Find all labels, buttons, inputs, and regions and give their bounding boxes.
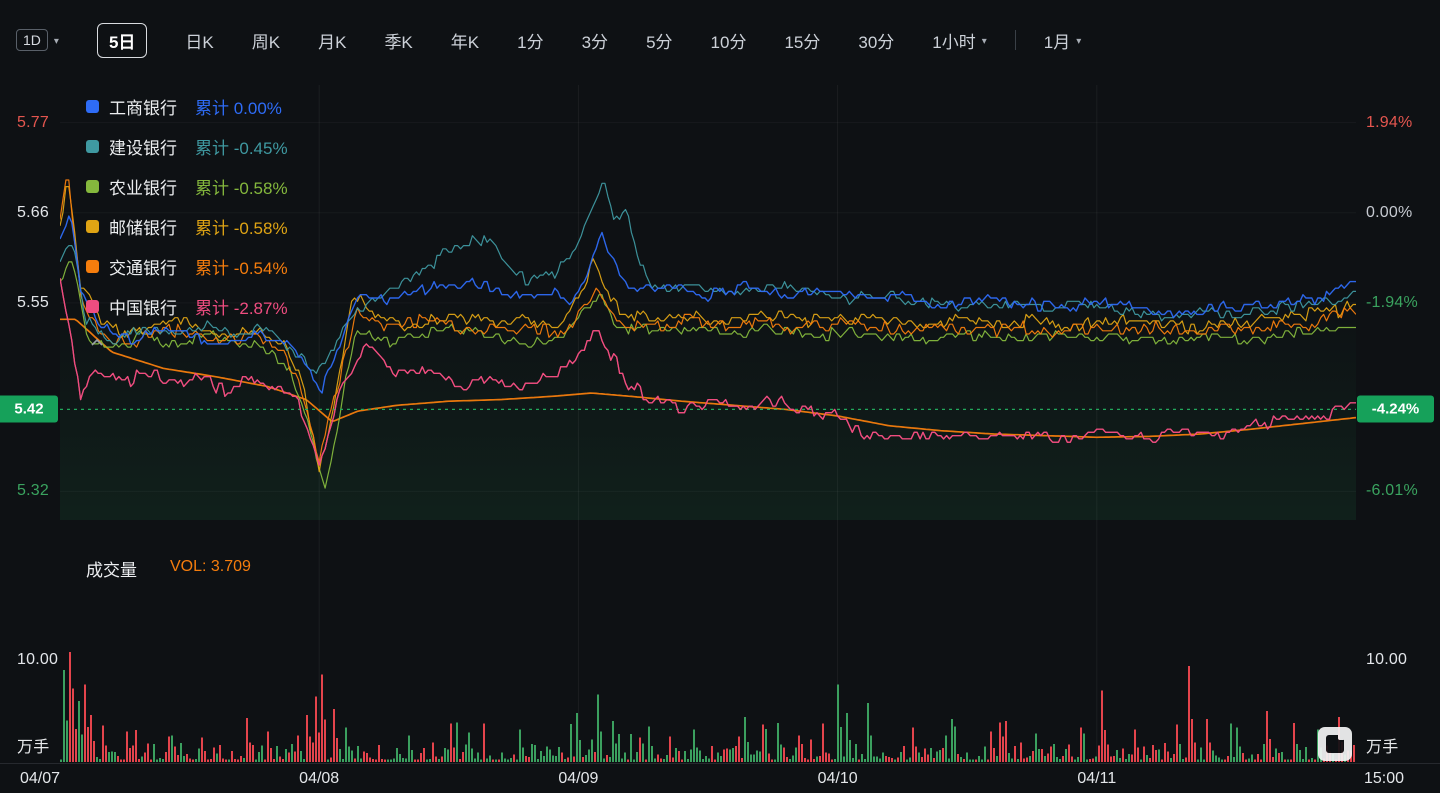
chevron-down-icon: ▾ (981, 35, 987, 47)
legend-color-chip (86, 299, 99, 313)
legend-color-chip (86, 99, 99, 113)
x-axis-label: 04/07 (20, 770, 61, 787)
toolbar-item-tab-week-k[interactable]: 周K (252, 28, 280, 53)
legend-item-icbc[interactable]: 工商银行 累计 0.00% (86, 86, 288, 126)
legend-stock-name: 交通银行 (109, 258, 177, 278)
toolbar-item-tab-1min[interactable]: 1分 (517, 28, 543, 53)
toolbar-divider (1014, 30, 1016, 50)
price-line-boc (60, 278, 1356, 466)
legend-cum-change: 累计 0.00% (195, 98, 282, 118)
price-line-psbc (60, 186, 1356, 473)
price-line-abc (60, 261, 1356, 489)
legend-cum-change: 累计 -2.87% (195, 298, 288, 318)
toolbar-item-tab-1hour[interactable]: 1小时 ▾ (932, 28, 987, 53)
toolbar-item-label: 年K (450, 32, 480, 52)
toolbar-item-tab-10min[interactable]: 10分 (711, 28, 747, 53)
legend-item-abc[interactable]: 农业银行 累计 -0.58% (86, 166, 288, 206)
x-axis-label: 04/10 (817, 770, 858, 787)
legend-item-bocom[interactable]: 交通银行 累计 -0.54% (86, 246, 288, 286)
toolbar-item-label: 1D (16, 29, 48, 51)
price-line-bocom (60, 179, 1356, 463)
legend-color-chip (86, 139, 99, 153)
chevron-down-icon: ▾ (1076, 35, 1082, 47)
x-axis-label: 04/08 (299, 770, 340, 787)
toolbar-item-label: 5日 (108, 32, 136, 52)
toolbar-item-tab-month-k[interactable]: 月K (318, 28, 346, 53)
toolbar-item-label: 5分 (646, 32, 673, 52)
legend-stock-name: 农业银行 (109, 178, 177, 198)
x-axis-label: 04/09 (558, 770, 599, 787)
legend-color-chip (86, 179, 99, 193)
toolbar-item-tab-30min[interactable]: 30分 (858, 28, 894, 53)
legend-item-ccb[interactable]: 建设银行 累计 -0.45% (86, 126, 288, 166)
legend-cum-change: 累计 -0.45% (195, 138, 288, 158)
toolbar-item-label: 月K (318, 32, 347, 52)
stock-legend: 工商银行 累计 0.00% 建设银行 累计 -0.45% 农业银行 累计 -0.58% 邮储… (86, 86, 288, 326)
toolbar-item-label: 日K (185, 32, 214, 52)
volume-value-label: VOL: 3.709 (170, 558, 251, 575)
price-line-ccb (60, 182, 1356, 374)
gridlines (60, 85, 1356, 764)
legend-cum-change: 累计 -0.58% (195, 218, 288, 238)
legend-color-chip (86, 259, 99, 273)
legend-item-psbc[interactable]: 邮储银行 累计 -0.58% (86, 206, 288, 246)
volume-section-title: 成交量 (86, 561, 137, 580)
legend-color-chip (86, 219, 99, 233)
legend-cum-change: 累计 -0.58% (195, 178, 288, 198)
legend-stock-name: 建设银行 (109, 138, 177, 158)
legend-stock-name: 中国银行 (109, 298, 177, 318)
toolbar-item-label: 1月 (1043, 32, 1071, 52)
legend-item-boc[interactable]: 中国银行 累计 -2.87% (86, 286, 288, 326)
timeframe-toolbar: 1D ▾ 5日 日K 周K 月K 季K 年K 1分 3分 5分 10分 15分 30分 1小时 ▾ 1月 ▾ (0, 0, 1440, 80)
toolbar-item-label: 周K (251, 32, 281, 52)
x-axis-label: 15:00 (1363, 770, 1404, 787)
legend-cum-change: 累计 -0.54% (195, 258, 288, 278)
toolbar-item-tab-5min[interactable]: 5分 (646, 28, 672, 53)
toolbar-item-interval-1d[interactable]: 1D ▾ (16, 29, 59, 51)
legend-stock-name: 邮储银行 (109, 218, 177, 238)
chevron-down-icon: ▾ (53, 35, 59, 47)
toolbar-item-tab-year-k[interactable]: 年K (451, 28, 479, 53)
legend-stock-name: 工商银行 (109, 98, 177, 118)
toolbar-item-label: 1分 (517, 32, 544, 52)
toolbar-item-tab-15min[interactable]: 15分 (784, 28, 820, 53)
toolbar-item-tab-3min[interactable]: 3分 (582, 28, 608, 53)
toolbar-item-label: 1小时 (932, 32, 976, 52)
volume-bars (60, 651, 1355, 762)
toolbar-item-label: 季K (384, 32, 413, 52)
toolbar-item-tab-day-k[interactable]: 日K (185, 28, 213, 53)
legend-collapse-button[interactable] (90, 334, 104, 352)
chevron-up-icon (91, 338, 103, 346)
toolbar-item-label: 10分 (710, 32, 747, 52)
toolbar-item-label: 3分 (581, 32, 609, 52)
toolbar-item-label: 15分 (784, 32, 821, 52)
toolbar-item-tab-quarter-k[interactable]: 季K (384, 28, 412, 53)
tmtpost-logo-icon (1318, 727, 1352, 761)
toolbar-item-label: 30分 (858, 32, 895, 52)
toolbar-item-tab-1month[interactable]: 1月 ▾ (1044, 28, 1082, 53)
x-axis: 04/07 04/08 04/09 04/10 04/11 15:00 (0, 763, 1440, 793)
x-axis-label: 04/11 (1077, 770, 1117, 787)
toolbar-item-tab-5d[interactable]: 5日 (96, 22, 148, 58)
price-line-icbc (60, 215, 1356, 394)
